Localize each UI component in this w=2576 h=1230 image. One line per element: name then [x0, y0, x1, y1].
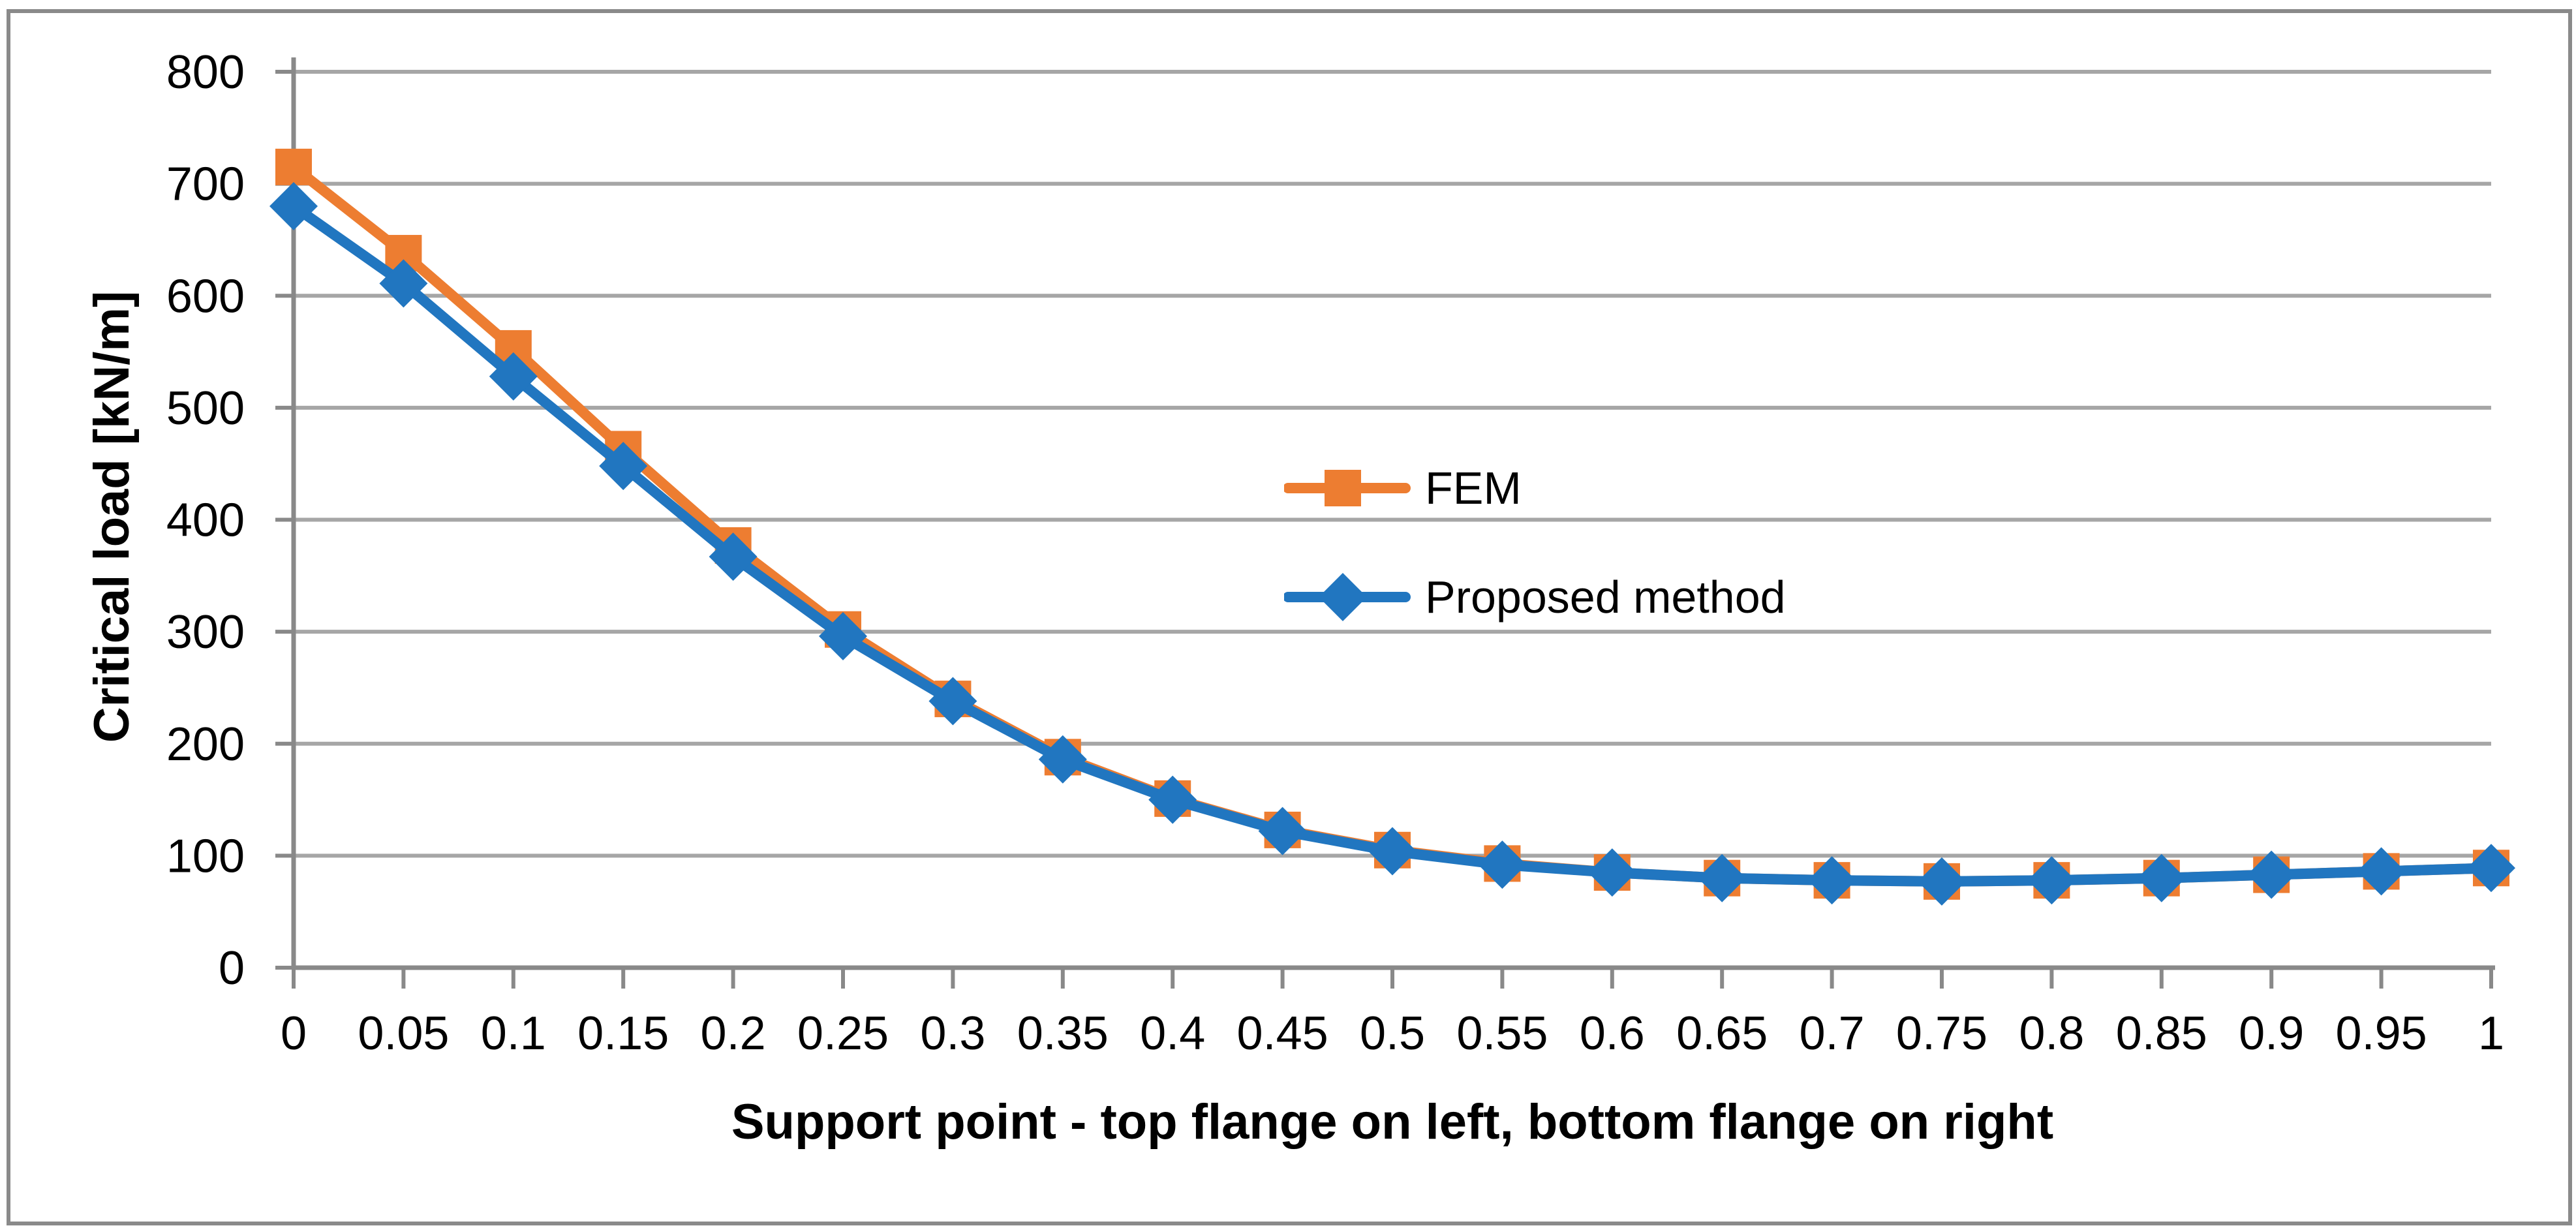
proposed-marker [1368, 827, 1417, 876]
proposed-marker [928, 677, 977, 726]
fem-legend-marker-icon [1284, 470, 1411, 506]
y-tick-label: 700 [166, 159, 245, 211]
x-tick-label: 0.15 [577, 1007, 669, 1060]
y-tick-label: 400 [166, 495, 245, 547]
x-tick-label: 0.3 [920, 1007, 985, 1060]
proposed-marker [1587, 848, 1636, 897]
proposed-marker [1038, 735, 1087, 784]
proposed-marker [2467, 844, 2515, 893]
x-tick-label: 0.25 [797, 1007, 889, 1060]
legend-item-proposed: Proposed method [1284, 566, 1786, 628]
y-tick-label: 100 [166, 830, 245, 882]
proposed-marker [269, 181, 318, 230]
legend-label-fem: FEM [1425, 463, 1522, 514]
y-tick-label: 800 [166, 46, 245, 99]
proposed-marker [379, 259, 428, 308]
proposed-marker [2137, 853, 2186, 902]
x-tick-label: 0.1 [481, 1007, 546, 1060]
y-tick-label: 0 [219, 942, 245, 994]
chart-border [7, 9, 2572, 1225]
proposed-marker [2247, 850, 2296, 899]
x-tick-label: 0.05 [358, 1007, 449, 1060]
proposed-marker [1807, 856, 1856, 905]
proposed-marker [1148, 775, 1197, 824]
x-tick-label: 0.7 [1800, 1007, 1865, 1060]
legend-label-proposed: Proposed method [1425, 572, 1786, 623]
x-tick-label: 0.95 [2336, 1007, 2427, 1060]
x-tick-label: 0.9 [2239, 1007, 2304, 1060]
x-tick-label: 0.4 [1140, 1007, 1205, 1060]
y-tick-label: 500 [166, 382, 245, 435]
x-tick-label: 0.55 [1456, 1007, 1548, 1060]
proposed-marker [709, 532, 758, 581]
x-tick-label: 0.65 [1676, 1007, 1768, 1060]
proposed-marker [1698, 853, 1747, 902]
proposed-marker [1258, 807, 1307, 855]
proposed-marker [1478, 840, 1527, 889]
x-tick-label: 0.5 [1360, 1007, 1425, 1060]
x-tick-label: 0.2 [701, 1007, 766, 1060]
y-tick-label: 300 [166, 606, 245, 658]
x-tick-label: 0.85 [2116, 1007, 2207, 1060]
x-tick-label: 0.6 [1580, 1007, 1645, 1060]
proposed-marker [1918, 857, 1966, 906]
proposed-marker [599, 442, 648, 491]
x-tick-label: 0.45 [1237, 1007, 1328, 1060]
proposed-marker [819, 611, 867, 660]
proposed-marker [2357, 847, 2406, 896]
proposed-marker [489, 352, 538, 401]
x-axis-title: Support point - top flange on left, bott… [731, 1094, 2054, 1150]
legend: FEM Proposed method [1284, 457, 1786, 628]
y-tick-label: 200 [166, 718, 245, 771]
x-tick-label: 1 [2478, 1007, 2504, 1060]
fem-marker [275, 148, 312, 185]
y-tick-label: 600 [166, 270, 245, 322]
proposed-legend-marker-icon [1284, 573, 1411, 621]
x-tick-label: 0.8 [2019, 1007, 2084, 1060]
x-tick-label: 0 [281, 1007, 307, 1060]
y-axis-title: Critical load [kN/m] [84, 290, 140, 743]
proposed-marker [2027, 856, 2076, 905]
x-tick-label: 0.35 [1017, 1007, 1109, 1060]
x-tick-label: 0.75 [1896, 1007, 1987, 1060]
legend-item-fem: FEM [1284, 457, 1786, 519]
